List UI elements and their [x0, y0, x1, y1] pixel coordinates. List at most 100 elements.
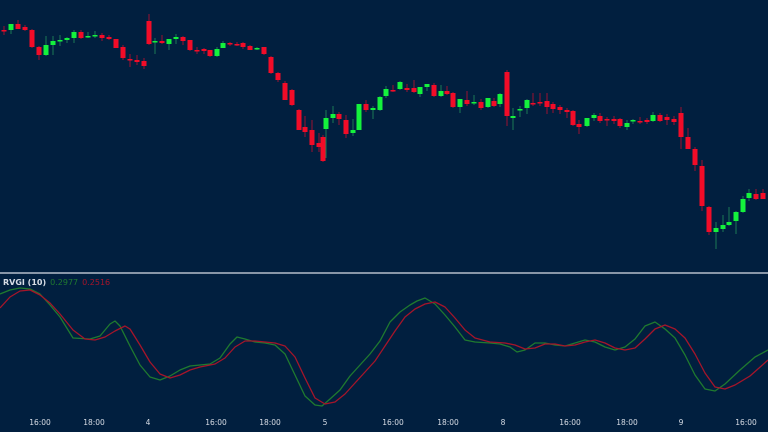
candle: [134, 55, 140, 65]
candle: [261, 47, 267, 55]
candle: [214, 47, 220, 57]
candle: [411, 80, 417, 93]
candle: [99, 33, 105, 41]
time-tick-label: 16:00: [205, 418, 227, 427]
time-tick-label: 16:00: [735, 418, 757, 427]
candle: [706, 206, 712, 235]
candle: [671, 116, 677, 125]
candle: [444, 86, 450, 95]
candle: [417, 87, 423, 97]
indicator-signal-value: 0.2977: [50, 278, 79, 287]
candle: [187, 40, 193, 51]
time-tick-label: 16:00: [382, 418, 404, 427]
candle: [29, 29, 35, 48]
candle: [57, 35, 63, 46]
candle: [370, 106, 376, 119]
candle: [464, 91, 470, 106]
candle: [733, 211, 739, 234]
candle: [478, 99, 484, 110]
candle: [564, 108, 570, 118]
candle: [227, 42, 233, 46]
candle: [678, 107, 684, 149]
candle: [201, 48, 207, 54]
candle: [309, 120, 315, 152]
candle: [240, 42, 246, 49]
candle: [753, 189, 759, 200]
time-tick-label: 18:00: [83, 418, 105, 427]
candle: [180, 36, 186, 45]
candle: [397, 81, 403, 90]
indicator-rvgi-value: 0.2516: [82, 278, 111, 287]
candle: [404, 84, 410, 92]
candle: [699, 160, 705, 211]
candle: [624, 120, 630, 130]
indicator-legend: RVGI (10) 0.2977 0.2516: [3, 278, 110, 287]
time-tick-label: 16:00: [559, 418, 581, 427]
candle: [8, 24, 14, 34]
candle: [438, 85, 444, 97]
candle: [330, 106, 336, 123]
candle: [591, 113, 597, 121]
oscillator-pane[interactable]: [0, 274, 768, 418]
candle: [343, 115, 349, 138]
candle: [141, 58, 147, 69]
candle: [113, 39, 119, 48]
candle: [740, 196, 746, 213]
candle: [289, 89, 295, 106]
candle: [604, 117, 610, 126]
time-axis[interactable]: 16:00 18:00 4 16:00 18:00 5 16:00 18:00 8 16:00 18…: [0, 418, 768, 432]
candle: [254, 47, 260, 50]
candle: [127, 54, 133, 67]
indicator-name: RVGI (10): [3, 278, 47, 287]
candle: [296, 109, 302, 130]
candle: [159, 35, 165, 44]
candle: [457, 99, 463, 113]
time-tick-label: 18:00: [437, 418, 459, 427]
candle: [316, 133, 322, 152]
candle: [450, 92, 456, 108]
candle: [166, 39, 172, 50]
candle: [491, 98, 497, 107]
candle: [431, 83, 437, 97]
time-tick-label: 5: [322, 418, 328, 427]
time-tick-label: 18:00: [616, 418, 638, 427]
candle: [720, 215, 726, 232]
candle: [194, 47, 200, 54]
candle: [350, 119, 356, 136]
candle: [71, 30, 77, 43]
candle: [576, 120, 582, 134]
candle: [537, 93, 543, 106]
candle: [383, 86, 389, 98]
candle: [760, 189, 766, 199]
candle: [120, 45, 126, 60]
candle: [517, 106, 523, 117]
candle: [630, 119, 636, 124]
candle: [85, 32, 91, 38]
candle: [557, 105, 563, 114]
time-tick-label: 8: [500, 418, 506, 427]
candle: [650, 112, 656, 122]
candle: [644, 118, 650, 124]
candle: [1, 26, 7, 35]
candle: [282, 81, 288, 100]
time-tick-label: 18:00: [259, 418, 281, 427]
price-pane[interactable]: [0, 0, 768, 272]
candle: [207, 50, 213, 57]
candle: [550, 102, 556, 113]
candle: [497, 93, 503, 107]
candle: [106, 35, 112, 40]
candle: [78, 30, 84, 39]
candle: [152, 38, 158, 54]
pane-divider[interactable]: [0, 272, 768, 274]
candle: [584, 118, 590, 127]
candle: [302, 116, 308, 137]
candle: [746, 189, 752, 201]
candle: [611, 116, 617, 124]
candle: [173, 34, 179, 44]
candle: [320, 135, 326, 162]
candle: [570, 110, 576, 126]
candle: [336, 112, 342, 125]
time-tick-label: 16:00: [29, 418, 51, 427]
time-tick-label: 9: [678, 418, 684, 427]
candle: [390, 85, 396, 92]
